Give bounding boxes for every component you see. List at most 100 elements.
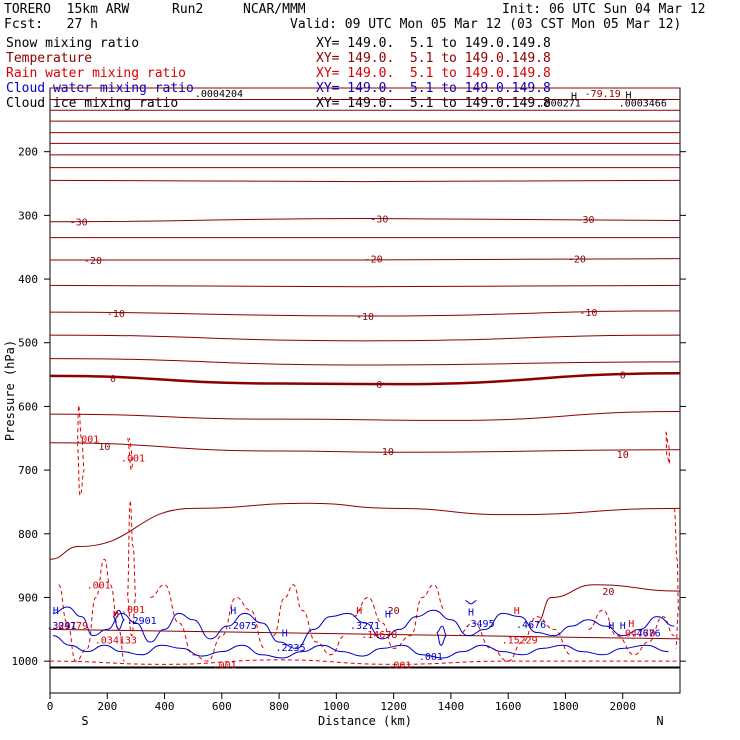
temperature-label: -10 bbox=[356, 312, 374, 323]
temperature-contour bbox=[536, 584, 681, 624]
temperature-contour bbox=[49, 284, 681, 288]
rain-contour bbox=[588, 609, 675, 656]
temperature-contour bbox=[49, 502, 681, 560]
rain-contour bbox=[49, 659, 680, 665]
y-tick-label: 300 bbox=[18, 209, 38, 222]
temperature-label: 20 bbox=[602, 587, 614, 598]
y-axis-title: Pressure (hPa) bbox=[3, 340, 17, 441]
valid-time: Valid: 09 UTC Mon 05 Mar 12 (03 CST Mon … bbox=[290, 17, 682, 32]
cloud-water-label: .3291 bbox=[46, 621, 76, 632]
temperature-label: 0 bbox=[620, 371, 626, 382]
cloud-water-label: .2901 bbox=[127, 616, 157, 627]
rain-contour bbox=[126, 437, 134, 471]
rain-contour bbox=[58, 558, 125, 662]
rain-label: .04779 bbox=[52, 621, 88, 632]
temperature-contour bbox=[50, 258, 681, 261]
cloud-water-label: .3495 bbox=[464, 619, 494, 630]
rain-contour bbox=[353, 584, 446, 649]
legend-rain-xy: XY= 149.0. 5.1 to 149.0.149.8 bbox=[316, 66, 551, 81]
rain-label: .034133 bbox=[95, 636, 137, 647]
temperature-contour bbox=[49, 358, 681, 366]
high-marker: H bbox=[113, 609, 119, 620]
x-tick-label: 2000 bbox=[609, 700, 636, 713]
y-tick-label: 400 bbox=[18, 273, 38, 286]
temperature-contour bbox=[49, 442, 681, 453]
temperature-contour bbox=[49, 310, 681, 317]
plot-frame bbox=[49, 87, 681, 694]
temperature-label: -79.19 bbox=[585, 89, 621, 100]
legend-snow-xy: XY= 149.0. 5.1 to 149.0.149.8 bbox=[316, 36, 551, 51]
run-label: Run2 bbox=[172, 2, 204, 17]
model-title: TORERO 15km ARW bbox=[4, 2, 130, 17]
temperature-label: 10 bbox=[382, 447, 394, 458]
x-tick-label: 1000 bbox=[323, 700, 350, 713]
temperature-label: 20 bbox=[388, 606, 400, 617]
x-tick-label: 1600 bbox=[495, 700, 522, 713]
cloud-water-label: .2235 bbox=[275, 643, 305, 654]
rain-label: .001 bbox=[75, 434, 99, 445]
temperature-label: -10 bbox=[579, 308, 597, 319]
rain-label: .001 bbox=[87, 581, 111, 592]
temperature-contour bbox=[49, 628, 681, 640]
cloud-water-label: .4676 bbox=[516, 620, 546, 631]
rain-contour bbox=[456, 616, 572, 662]
rain-label: .15229 bbox=[502, 636, 538, 647]
legend-temperature: Temperature bbox=[6, 51, 93, 66]
rain-contour bbox=[76, 405, 85, 497]
plot-border bbox=[49, 87, 681, 694]
cloud-ice-label: .0004204 bbox=[195, 89, 243, 100]
cloud-ice-label: .000271 bbox=[539, 99, 581, 110]
temperature-label: 10 bbox=[617, 450, 629, 461]
legend-rain: Rain water mixing ratio bbox=[6, 66, 187, 81]
cloud-ice-label: .0003466 bbox=[619, 99, 667, 110]
rain-contour bbox=[126, 501, 137, 637]
temperature-contour bbox=[49, 411, 681, 421]
temperature-contour bbox=[49, 179, 681, 183]
rain-label: .04778 bbox=[619, 629, 655, 640]
high-marker: H bbox=[514, 606, 520, 617]
high-marker: H bbox=[628, 619, 634, 630]
temperature-contour bbox=[49, 334, 681, 342]
temperature-contours bbox=[49, 87, 681, 640]
contour-labels: -79.19 -30 -20 -10 0 10 20 -30 -30 -20 -20 -10 -10 0 0… bbox=[46, 89, 666, 671]
high-marker: H bbox=[468, 607, 474, 618]
temperature-label: -30 bbox=[370, 215, 388, 226]
x-tick-label: 800 bbox=[269, 700, 289, 713]
temperature-contour bbox=[49, 218, 681, 223]
cloud-water-label: .2075 bbox=[227, 621, 257, 632]
high-marker: H bbox=[356, 606, 362, 617]
temperature-label: -20 bbox=[365, 255, 383, 266]
high-marker: H bbox=[53, 606, 59, 617]
legend-snow: Snow mixing ratio bbox=[6, 36, 140, 51]
rain-contours bbox=[49, 405, 680, 665]
x-tick-label: 600 bbox=[212, 700, 232, 713]
rain-label: .001 bbox=[213, 660, 237, 671]
cloud-water-label: .4676 bbox=[631, 629, 661, 640]
cloud-water-label: .001 bbox=[419, 652, 443, 663]
y-tick-label: 700 bbox=[18, 464, 38, 477]
high-marker: H bbox=[608, 621, 614, 632]
temperature-label: -10 bbox=[107, 309, 125, 320]
temperature-label: 0 bbox=[376, 380, 382, 391]
y-tick-label: 600 bbox=[18, 400, 38, 413]
x-tick-label: 1400 bbox=[438, 700, 465, 713]
rain-contour bbox=[673, 507, 680, 649]
rain-label: .001 bbox=[121, 453, 145, 464]
x-tick-label: 1800 bbox=[552, 700, 579, 713]
high-marker: H bbox=[625, 90, 631, 101]
cloud-water-contour bbox=[52, 606, 675, 649]
high-marker: H bbox=[620, 621, 626, 632]
org-label: NCAR/MMM bbox=[243, 2, 306, 17]
forecast-hour: Fcst: 27 h bbox=[4, 17, 98, 32]
rain-label: .001 bbox=[387, 660, 411, 671]
y-tick-label: 500 bbox=[18, 337, 38, 350]
x-tick-label: 200 bbox=[97, 700, 117, 713]
start-label: S bbox=[81, 714, 88, 728]
temperature-label: -30 bbox=[576, 215, 594, 226]
temperature-label: -30 bbox=[70, 218, 88, 229]
rain-contour bbox=[272, 584, 346, 656]
cloud-water-contours bbox=[52, 600, 675, 659]
legend-temperature-xy: XY= 149.0. 5.1 to 149.0.149.8 bbox=[316, 51, 551, 66]
